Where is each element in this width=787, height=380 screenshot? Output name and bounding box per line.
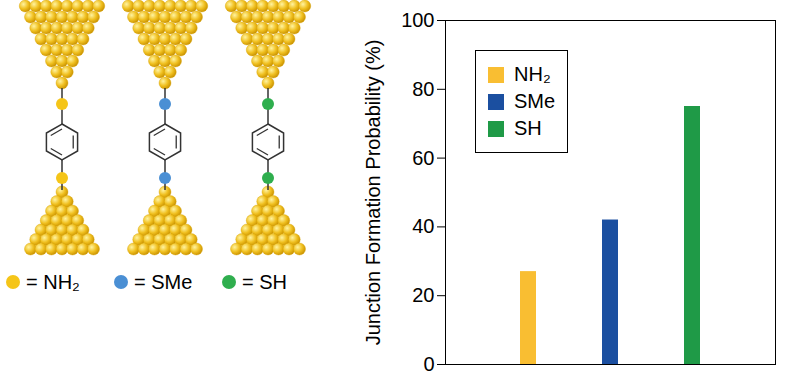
svg-text:= SH: = SH (242, 271, 287, 293)
svg-text:= NH₂: = NH₂ (26, 271, 80, 293)
svg-text:Junction Formation Probability: Junction Formation Probability (%) (362, 40, 384, 346)
svg-text:100: 100 (401, 9, 434, 31)
svg-text:40: 40 (412, 215, 434, 237)
svg-text:= SMe: = SMe (134, 271, 192, 293)
svg-text:60: 60 (412, 147, 434, 169)
svg-text:80: 80 (412, 78, 434, 100)
svg-text:20: 20 (412, 284, 434, 306)
html-text:NH₂: NH₂ (514, 63, 551, 85)
html-text:SMe: SMe (514, 90, 556, 112)
svg-text:0: 0 (423, 353, 434, 375)
html-text:SH: SH (514, 117, 542, 139)
